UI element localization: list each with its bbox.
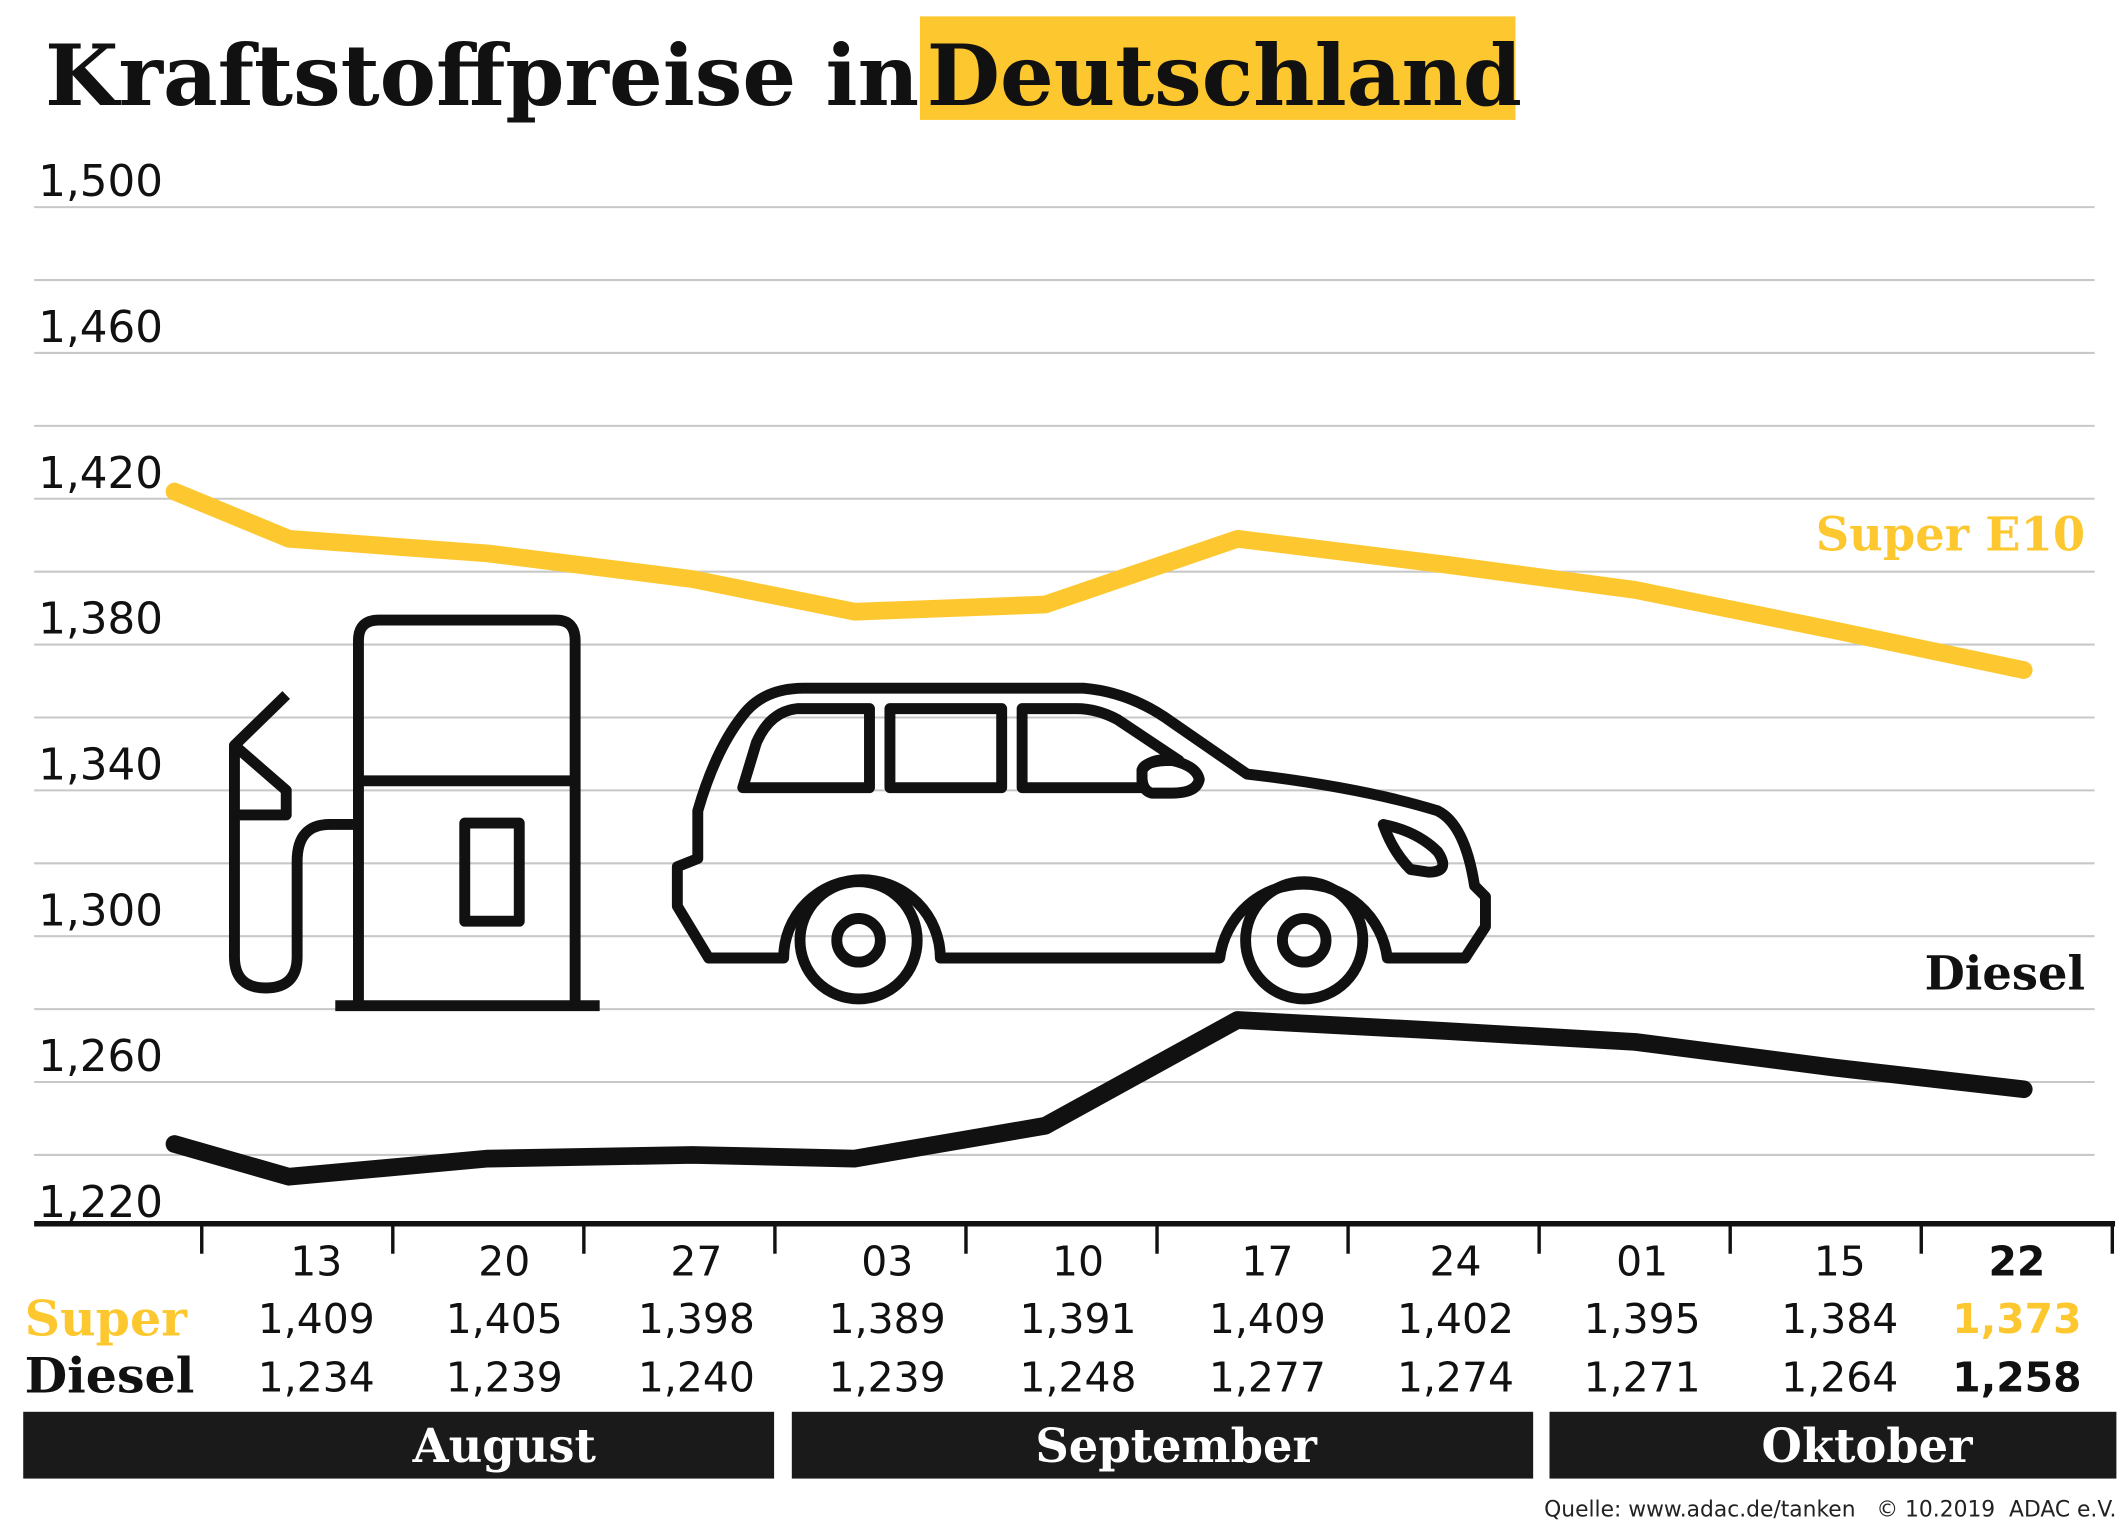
legend-diesel: Diesel [1925,945,2085,1000]
source-note: Quelle: www.adac.de/tanken © 10.2019 ADA… [1544,1498,2116,1523]
y-tick-label: 1,420 [38,449,163,499]
table-cell-diesel: 1,248 [1019,1353,1136,1401]
table-cell-diesel: 1,264 [1781,1353,1898,1401]
x-axis-ticks: 13 20 27 03 10 17 24 01 15 22 [200,1223,2115,1286]
table-cell-super: 1,384 [1781,1295,1898,1343]
row-label-super: Super [25,1289,189,1347]
y-axis-ticks: 1,500 1,460 1,420 1,380 1,340 1,300 1,260 1,220 [38,157,163,1228]
x-tick-label: 13 [290,1238,342,1286]
gridlines [34,206,2095,1156]
page-title: Kraftstoffpreise in Deutschland [45,26,1522,125]
table-cell-super: 1,373 [1952,1295,2081,1343]
table-cell-super: 1,402 [1397,1295,1514,1343]
series-lines [165,482,2033,1186]
table-cell-diesel: 1,258 [1952,1353,2081,1401]
series-line-super-e10 [165,482,2033,679]
y-tick-label: 1,260 [38,1032,163,1082]
legend-super-e10: Super E10 [1816,507,2085,562]
table-cell-super: 1,409 [258,1295,375,1343]
table-cell-super: 1,391 [1019,1295,1136,1343]
car-icon [671,682,1491,1005]
x-tick-label: 01 [1616,1238,1668,1286]
series-line-diesel [165,1011,2033,1186]
table-cell-diesel: 1,234 [258,1353,375,1401]
title-part2: Deutschland [927,26,1522,125]
y-tick-label: 1,220 [38,1178,163,1228]
table-cell-diesel: 1,239 [829,1353,946,1401]
month-label-oktober: Oktober [1761,1418,1973,1473]
row-label-diesel: Diesel [25,1347,195,1405]
month-bar-august [23,1411,775,1479]
x-tick-label: 24 [1429,1238,1481,1286]
table-cell-diesel: 1,274 [1397,1353,1514,1401]
fuel-pump-icon [228,614,600,1012]
month-bar-oktober [1549,1411,2117,1479]
title-highlight [919,16,1516,120]
x-tick-label: 10 [1052,1238,1104,1286]
table-cell-super: 1,395 [1584,1295,1701,1343]
table-cell-super: 1,405 [446,1295,563,1343]
x-tick-label: 27 [670,1238,722,1286]
table-cell-super: 1,398 [638,1295,755,1343]
y-tick-label: 1,380 [38,595,163,645]
y-tick-label: 1,460 [38,303,163,353]
x-tick-label: 17 [1241,1238,1293,1286]
table-cell-diesel: 1,277 [1209,1353,1326,1401]
table-cell-super: 1,389 [829,1295,946,1343]
x-tick-label: 22 [1988,1238,2045,1286]
title-part1: Kraftstoffpreise in [45,26,919,125]
y-tick-label: 1,340 [38,740,163,790]
table-cell-diesel: 1,271 [1584,1353,1701,1401]
y-tick-label: 1,500 [38,157,163,207]
month-label-september: September [1035,1418,1317,1473]
x-tick-label: 03 [861,1238,913,1286]
table-cell-super: 1,409 [1209,1295,1326,1343]
month-bar-september [791,1411,1534,1479]
x-tick-label: 20 [478,1238,530,1286]
table-cell-diesel: 1,240 [638,1353,755,1401]
table-cell-diesel: 1,239 [446,1353,563,1401]
month-label-august: August [412,1418,597,1473]
x-tick-label: 15 [1814,1238,1866,1286]
y-tick-label: 1,300 [38,886,163,936]
price-table: 1,409 1,234 1,405 1,239 1,398 1,240 1,389 1,239… [258,1295,2082,1402]
